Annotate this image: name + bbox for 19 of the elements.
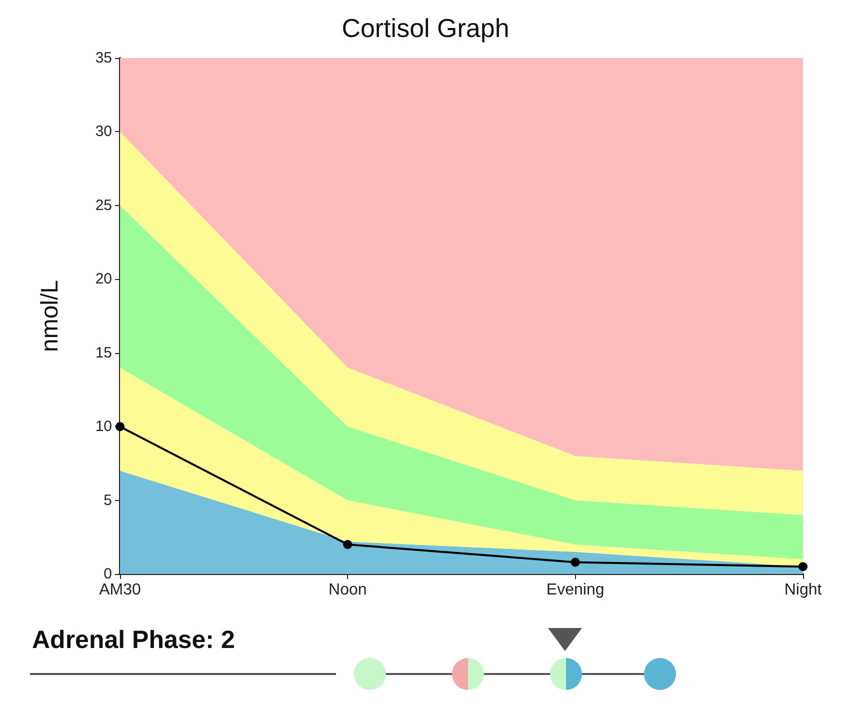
y-tick-label: 35	[95, 50, 112, 66]
y-tick-label: 30	[95, 123, 112, 140]
y-tick-label: 0	[104, 566, 112, 582]
y-tick-label: 25	[95, 196, 112, 214]
point	[798, 562, 808, 572]
y-tick-label: 5	[104, 492, 112, 509]
point	[570, 558, 580, 567]
y-tick-label: 10	[95, 418, 112, 436]
x-tick-label: Evening	[546, 582, 604, 598]
x-tick-label: AM30	[99, 582, 141, 598]
y-tick-label: 15	[95, 344, 112, 362]
y-tick-label: 20	[95, 270, 112, 288]
point	[343, 540, 352, 550]
text: Adrenal Phase: 2	[32, 626, 235, 655]
x-tick-label: Night	[784, 582, 822, 598]
point	[116, 422, 124, 432]
chart-title: Cortisol Graph	[342, 13, 510, 43]
y-axis-title: nmol/L	[36, 280, 64, 352]
x-tick-label: Noon	[328, 582, 367, 598]
